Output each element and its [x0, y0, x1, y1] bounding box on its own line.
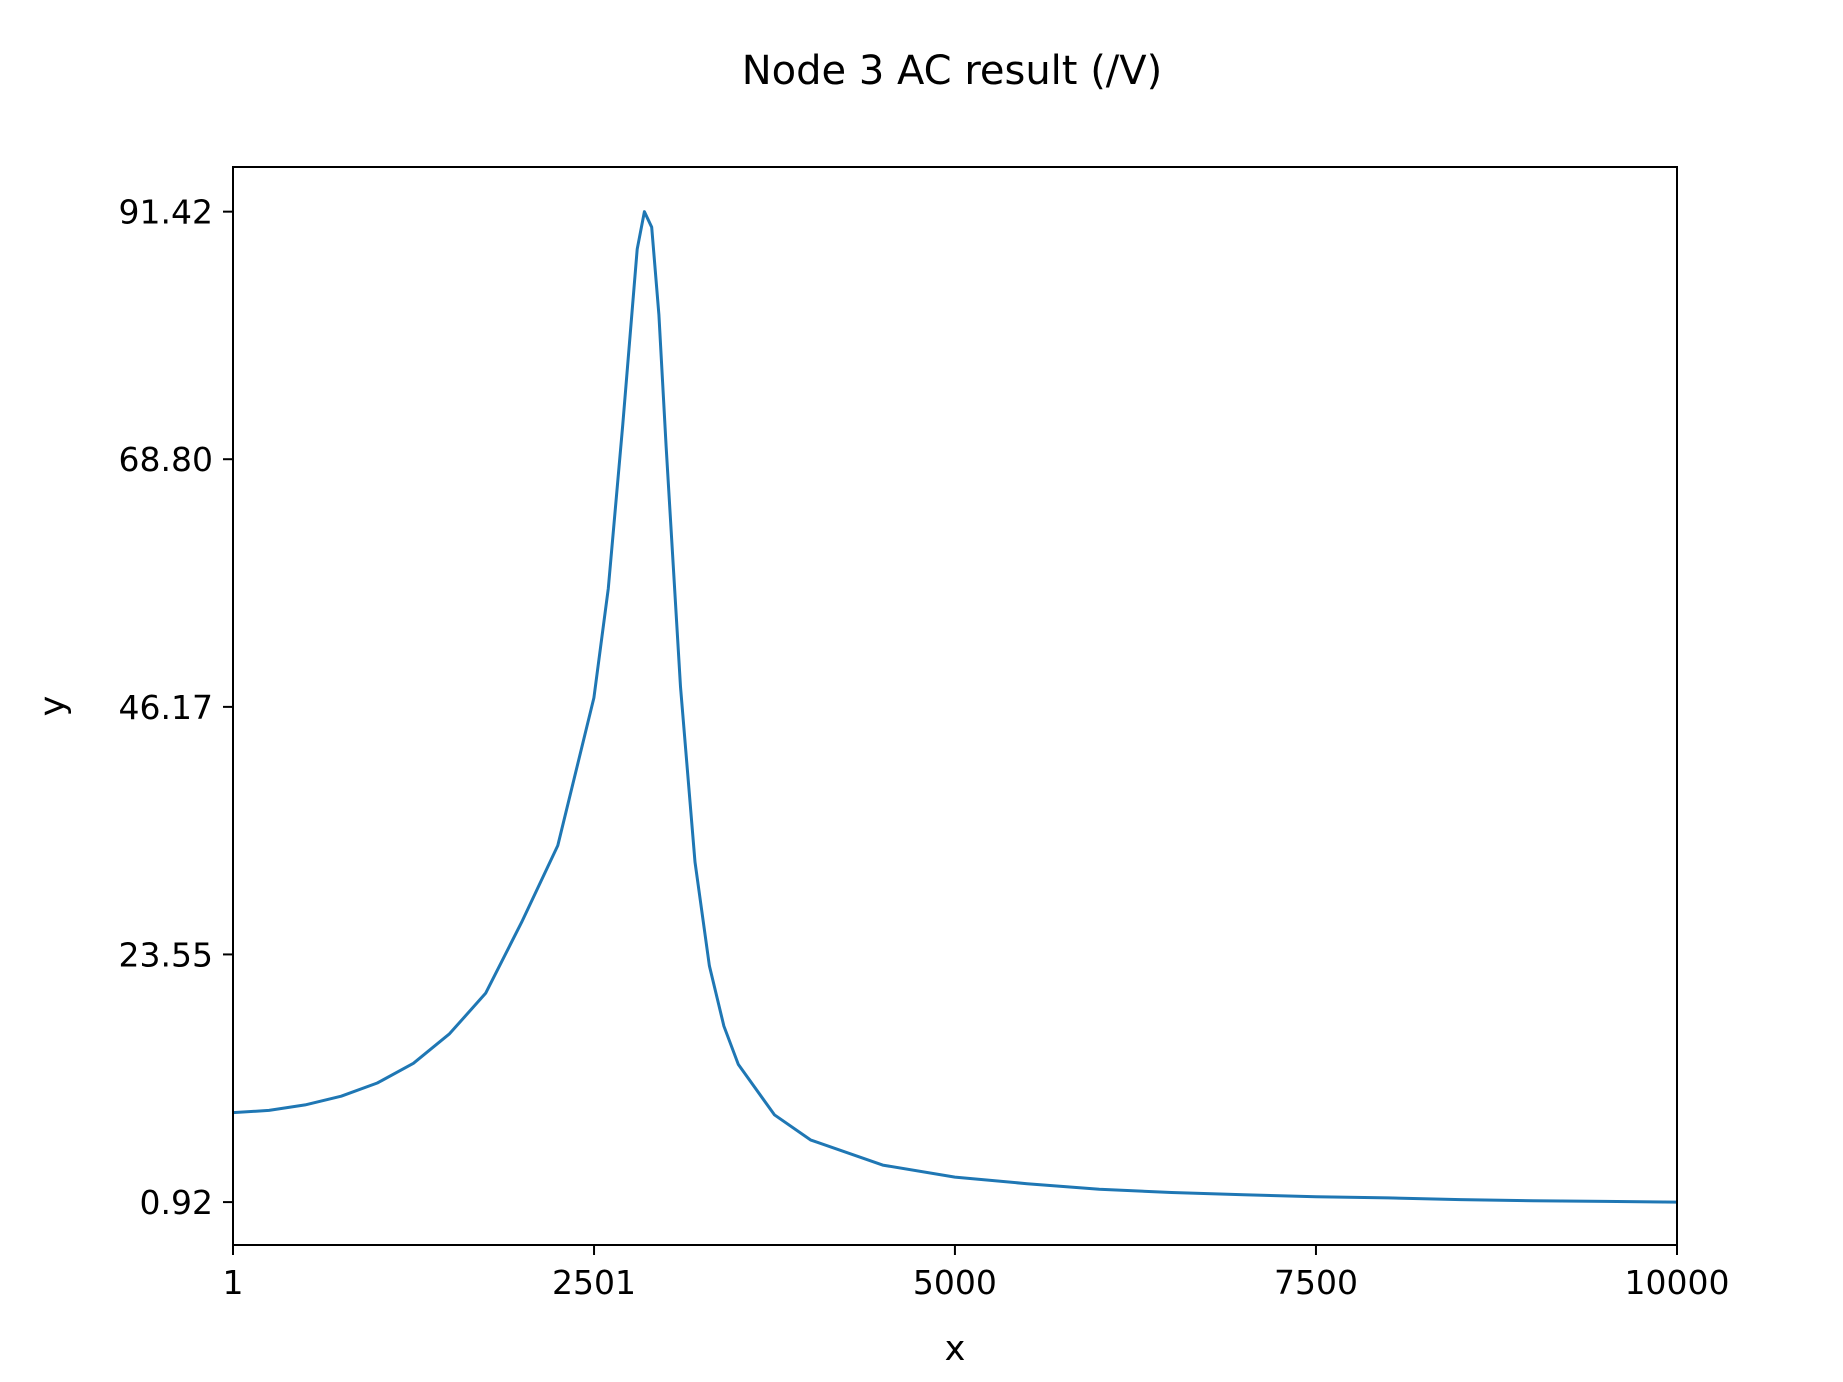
x-axis: 1 2501 5000 7500 10000 — [223, 1245, 1730, 1302]
axes-frame — [232, 166, 1678, 1246]
y-tick-label: 68.80 — [119, 440, 213, 479]
chart-title: Node 3 AC result (/V) — [742, 48, 1163, 94]
y-tick-label: 0.92 — [140, 1183, 213, 1222]
series-line — [232, 210, 1678, 1204]
x-tick-label: 7500 — [1274, 1263, 1358, 1302]
plot-area — [232, 166, 1678, 1246]
x-tick-label: 2501 — [552, 1263, 636, 1302]
x-tick-label: 10000 — [1625, 1263, 1730, 1302]
x-axis-label: x — [945, 1329, 966, 1369]
x-tick-label: 5000 — [913, 1263, 997, 1302]
x-tick-label: 1 — [223, 1263, 244, 1302]
y-axis: 0.92 23.55 46.17 68.80 91.42 — [119, 193, 233, 1222]
y-axis-label: y — [33, 696, 73, 717]
y-tick-label: 91.42 — [119, 193, 213, 232]
y-tick-label: 23.55 — [119, 935, 213, 974]
y-tick-label: 46.17 — [119, 688, 213, 727]
